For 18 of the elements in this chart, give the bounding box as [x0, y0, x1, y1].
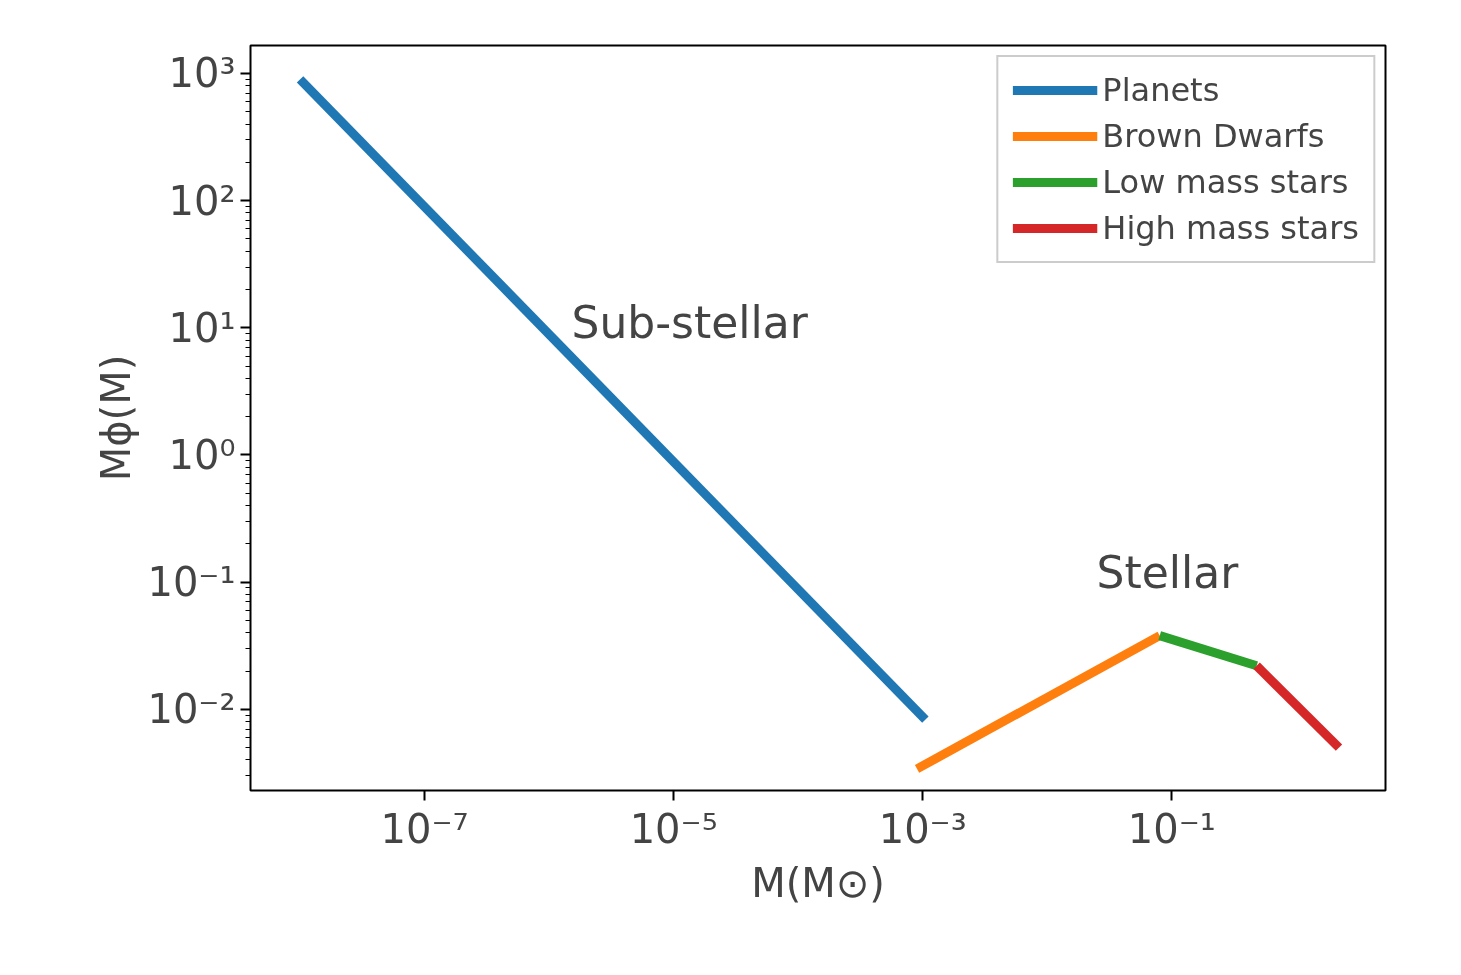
legend-label: Low mass stars: [1102, 163, 1349, 201]
x-tick-label: 10⁻¹: [1127, 805, 1216, 852]
annotation: Sub-stellar: [571, 297, 809, 348]
x-tick-label: 10⁻⁵: [629, 805, 718, 852]
y-tick-label: 10²: [168, 177, 236, 224]
y-tick-label: 10⁰: [168, 432, 236, 478]
y-tick-label: 10¹: [168, 304, 236, 351]
legend-label: Brown Dwarfs: [1102, 117, 1325, 155]
annotation: Stellar: [1096, 547, 1240, 598]
x-tick-label: 10⁻³: [878, 805, 967, 852]
legend-label: Planets: [1102, 71, 1220, 109]
y-tick-label: 10⁻¹: [147, 559, 236, 606]
x-tick-label: 10⁻⁷: [380, 805, 469, 852]
y-tick-label: 10⁻²: [147, 686, 236, 733]
legend-label: High mass stars: [1102, 209, 1359, 247]
y-axis-title: Mϕ(M): [93, 354, 140, 482]
y-tick-label: 10³: [168, 50, 236, 97]
x-axis-title: M(M⊙): [751, 859, 885, 906]
